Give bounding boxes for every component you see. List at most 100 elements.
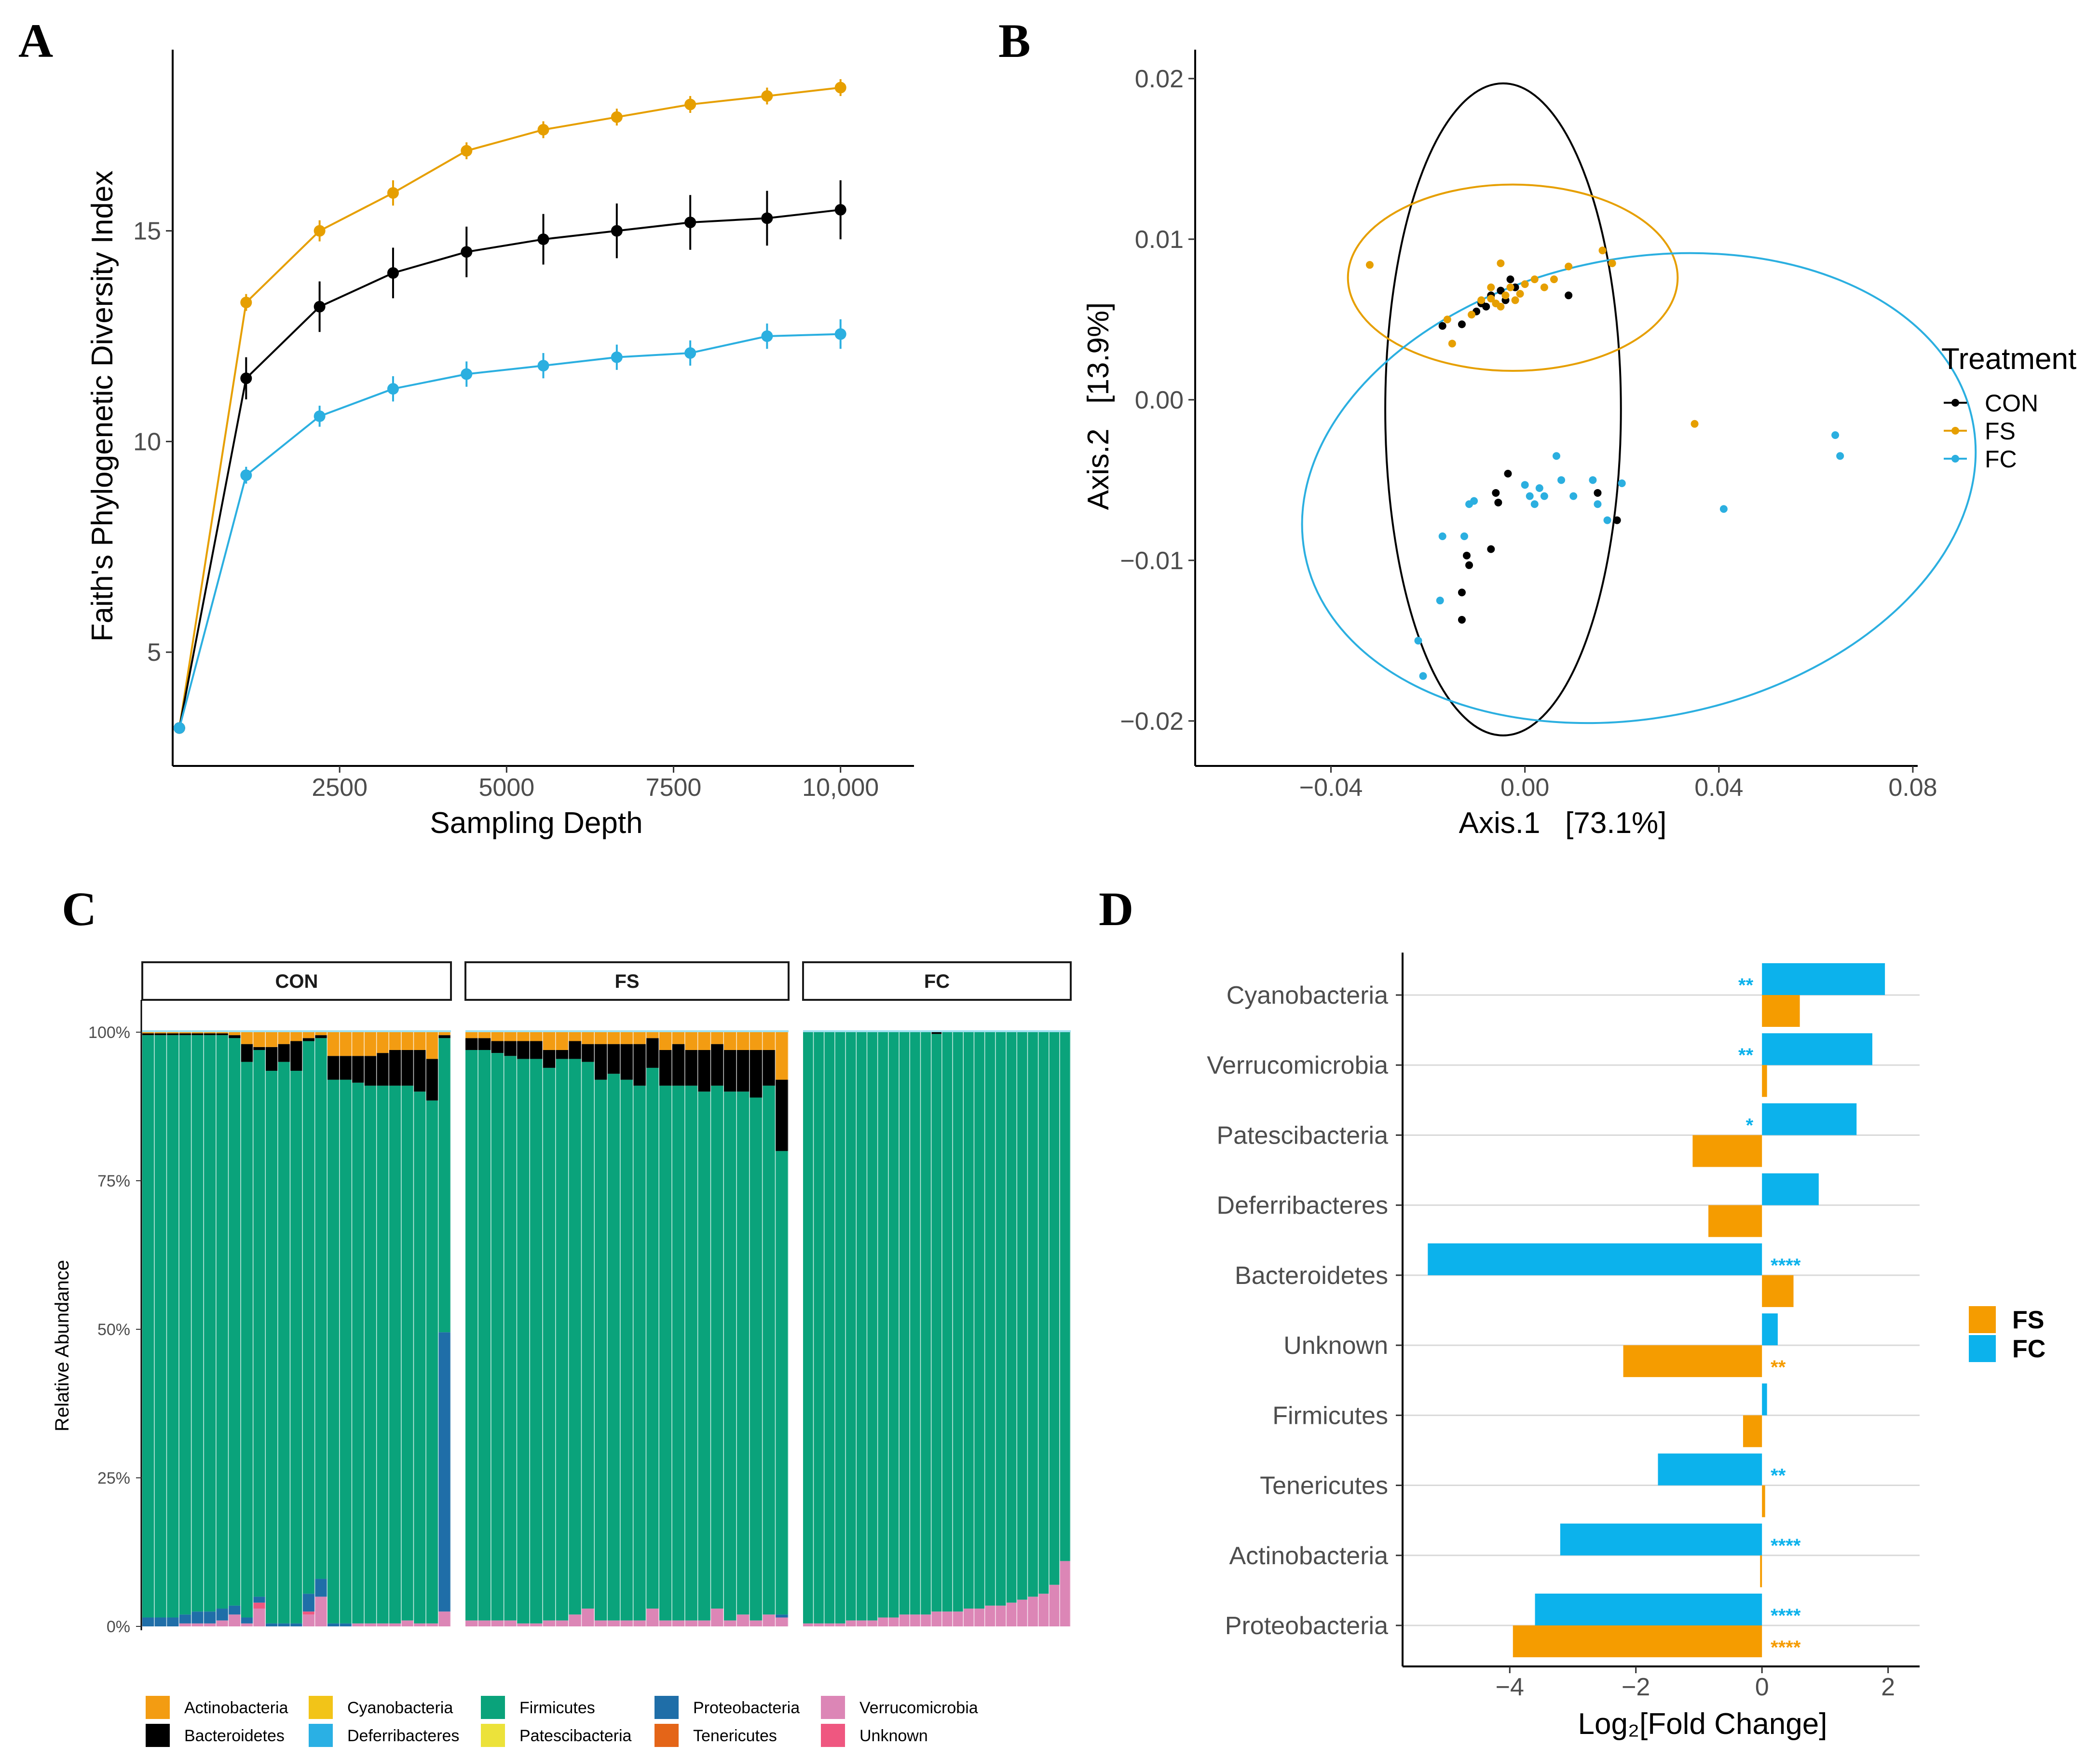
panel-c-segment-proteobacteria (241, 1617, 254, 1624)
panel-c-segment-firmicutes (530, 1059, 543, 1624)
panel-d-bar-fs (1692, 1135, 1762, 1167)
panel-c-segment-actinobacteria (491, 1032, 505, 1041)
panel-a-point-fs (387, 187, 399, 199)
panel-c-y-axis-title: Relative Abundance (52, 1260, 73, 1432)
panel-c-segment-bacteroidetes (582, 1044, 595, 1062)
panel-b-point-con (1613, 516, 1621, 524)
panel-c-segment-bacteroidetes (543, 1050, 556, 1068)
panel-c-segment-bacteroidetes (465, 1038, 478, 1050)
panel-d-bar-fc (1762, 1103, 1857, 1135)
panel-c-deferribacteres-cap (845, 1030, 857, 1032)
panel-c-segment-verrucomicrobia (491, 1620, 505, 1626)
panel-c-segment-verrucomicrobia (352, 1623, 365, 1626)
panel-c-segment-proteobacteria (167, 1617, 179, 1626)
panel-c-segment-verrucomicrobia (438, 1611, 451, 1626)
panel-b-point-fc (1414, 637, 1422, 645)
panel-b-point-con (1438, 322, 1446, 330)
panel-c-segment-firmicutes (401, 1085, 414, 1621)
panel-c-segment-verrucomicrobia (899, 1614, 910, 1626)
panel-d-significance-fc: **** (1771, 1255, 1801, 1276)
panel-c-segment-verrucomicrobia (910, 1614, 921, 1626)
panel-d-legend-label-fc: FC (2012, 1335, 2045, 1363)
panel-c-deferribacteres-cap (556, 1030, 569, 1032)
panel-a-y-tick-label: 5 (147, 639, 161, 667)
panel-d-category-label: Cyanobacteria (1227, 982, 1388, 1010)
panel-b-point-fs (1530, 275, 1539, 284)
panel-letter-a: A (18, 14, 53, 68)
panel-c-segment-verrucomicrobia (414, 1623, 426, 1626)
panel-c-segment-verrucomicrobia (750, 1620, 763, 1626)
panel-a-y-tick-label: 15 (133, 218, 161, 246)
panel-d-bar-fs (1513, 1625, 1762, 1657)
panel-d-significance-fc: ** (1771, 1465, 1786, 1487)
panel-c-segment-verrucomicrobia (814, 1623, 825, 1626)
panel-c-deferribacteres-cap (620, 1030, 634, 1032)
panel-b-point-fs (1501, 291, 1510, 300)
panel-b-point-con (1487, 545, 1495, 553)
panel-a-line-fs (178, 86, 841, 728)
panel-c-deferribacteres-cap (142, 1030, 155, 1032)
panel-c-deferribacteres-cap (1038, 1030, 1050, 1032)
panel-b-point-fs (1477, 296, 1486, 304)
panel-c-deferribacteres-cap (1028, 1030, 1039, 1032)
panel-d-significance-fc: **** (1771, 1605, 1801, 1626)
panel-c-segment-bacteroidetes (750, 1050, 763, 1098)
panel-c-segment-firmicutes (253, 1050, 266, 1597)
panel-c-segment-bacteroidetes (530, 1041, 543, 1059)
panel-c-segment-actinobacteria (364, 1032, 377, 1056)
panel-c-segment-bacteroidetes (517, 1041, 530, 1059)
panel-c-segment-firmicutes (438, 1038, 451, 1333)
panel-c-legend-swatch-tenericutes (655, 1724, 679, 1747)
panel-c-legend-label-firmicutes: Firmicutes (519, 1699, 595, 1717)
panel-b-point-con (1497, 287, 1505, 295)
panel-a-x-tick-label: 7500 (646, 774, 702, 802)
panel-b-legend-label-fc: FC (1985, 446, 2017, 473)
panel-c-segment-firmicutes (352, 1082, 365, 1624)
panel-c-segment-actinobacteria (517, 1032, 530, 1041)
panel-c-legend-swatch-bacteroidetes (146, 1724, 170, 1747)
panel-c-segment-bacteroidetes (315, 1035, 327, 1038)
panel-d-bar-fs (1760, 1555, 1762, 1587)
panel-a-point-fc (684, 347, 696, 359)
panel-c-deferribacteres-cap (724, 1030, 737, 1032)
panel-b-point-fs (1448, 340, 1456, 348)
panel-c-facet-label-fs: FS (614, 971, 639, 992)
panel-c-segment-bacteroidetes (216, 1033, 229, 1036)
panel-d-ticks: Cyanobacteria Verrucomicrobia Patescibacte… (1207, 982, 1895, 1701)
panel-c-deferribacteres-cap (878, 1030, 889, 1032)
panel-c-segment-actinobacteria (530, 1032, 543, 1041)
panel-c-segment-actinobacteria (401, 1032, 414, 1050)
panel-b-point-fs (1608, 259, 1616, 267)
panel-c-segment-verrucomicrobia (229, 1614, 241, 1626)
panel-c-deferribacteres-cap (835, 1030, 846, 1032)
panel-c-relative-abundance-chart: CON FS FC 0% 25% 50% 75% 100% Relative Abundan… (52, 961, 1072, 1747)
panel-c-segment-bacteroidetes (556, 1050, 569, 1059)
panel-a-point-fs (834, 82, 846, 94)
panel-b-point-fs (1443, 315, 1451, 324)
panel-c-segment-proteobacteria (142, 1617, 155, 1626)
panel-c-segment-bacteroidetes (931, 1032, 942, 1034)
panel-c-segment-proteobacteria (229, 1605, 241, 1615)
panel-b-point-fc (1603, 516, 1611, 524)
panel-d-bar-fc (1762, 963, 1885, 995)
panel-c-segment-verrucomicrobia (179, 1623, 192, 1626)
panel-c-deferribacteres-cap (814, 1030, 825, 1032)
panel-c-segment-bacteroidetes (241, 1044, 254, 1062)
panel-c-segment-verrucomicrobia (241, 1623, 254, 1626)
panel-c-segment-verrucomicrobia (517, 1623, 530, 1626)
panel-c-segment-firmicutes (426, 1100, 439, 1624)
panel-c-deferribacteres-cap (352, 1030, 365, 1032)
panel-d-category-label: Proteobacteria (1225, 1612, 1388, 1640)
panel-a-series (173, 79, 846, 734)
panel-c-segment-verrucomicrobia (921, 1614, 932, 1626)
panel-c-segment-actinobacteria (465, 1032, 478, 1038)
panel-c-legend-swatch-proteobacteria (655, 1696, 679, 1719)
panel-d-category-label: Verrucomicrobia (1207, 1051, 1388, 1079)
panel-letter-d: D (1099, 882, 1133, 936)
panel-c-deferribacteres-cap (167, 1030, 179, 1032)
panel-c-segment-bacteroidetes (204, 1033, 217, 1036)
panel-c-segment-proteobacteria (438, 1332, 451, 1612)
panel-c-segment-firmicutes (995, 1032, 1007, 1606)
panel-d-x-tick-label: −2 (1622, 1673, 1650, 1701)
